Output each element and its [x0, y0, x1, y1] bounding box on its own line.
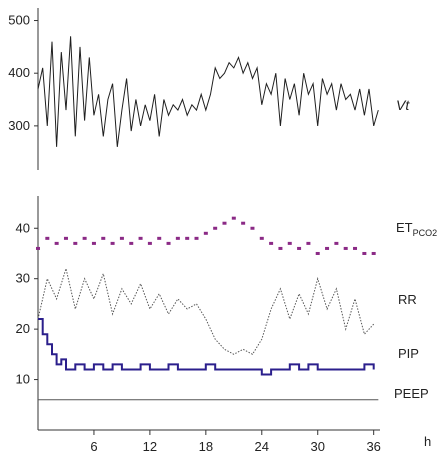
resp-x-ticks: 6 12 18 24 30 36 [90, 430, 381, 453]
etco2-point [110, 241, 115, 245]
x-tick-label: 24 [255, 439, 269, 453]
etco2-point [297, 246, 302, 250]
etco2-label-main: ET [396, 220, 413, 235]
vt-y-tick-label: 500 [8, 13, 30, 28]
resp-y-tick-label: 30 [16, 271, 30, 286]
etco2-point [36, 246, 40, 250]
etco2-point [147, 241, 152, 245]
etco2-point [325, 246, 330, 250]
vt-panel: 300 400 500 Vt [8, 8, 410, 170]
rr-series-line [37, 266, 375, 355]
x-tick-label: 18 [199, 439, 213, 453]
etco2-point [63, 236, 68, 240]
etco2-point [138, 236, 143, 240]
etco2-series-points [36, 216, 376, 255]
vt-series-line [37, 36, 379, 147]
pip-series-label: PIP [398, 346, 419, 361]
resp-y-ticks: 10 20 30 40 [16, 220, 38, 387]
etco2-point [157, 236, 162, 240]
etco2-point [82, 236, 87, 240]
etco2-point [334, 241, 339, 245]
resp-y-tick-label: 20 [16, 321, 30, 336]
x-axis-label: h [424, 434, 431, 449]
vt-y-ticks: 300 400 500 [8, 13, 38, 133]
etco2-point [287, 241, 292, 245]
etco2-point [119, 236, 124, 240]
etco2-point [129, 241, 134, 245]
etco2-point [194, 236, 199, 240]
etco2-label-sub: PCO2 [413, 228, 438, 238]
etco2-point [241, 221, 246, 225]
etco2-point [45, 236, 50, 240]
x-tick-label: 6 [90, 439, 97, 453]
etco2-series-label: ETPCO2 [396, 220, 437, 238]
etco2-point [278, 246, 283, 250]
resp-panel: 10 20 30 40 6 12 18 24 30 36 h ETPCO2 RR PIP PEE… [16, 196, 437, 453]
x-tick-label: 12 [143, 439, 157, 453]
etco2-point [306, 241, 311, 245]
etco2-point [362, 251, 367, 255]
peep-series-label: PEEP [394, 386, 429, 401]
etco2-point [175, 236, 180, 240]
etco2-point [250, 226, 255, 230]
vt-y-tick-label: 400 [8, 65, 30, 80]
etco2-point [213, 226, 218, 230]
etco2-point [101, 236, 106, 240]
vt-series-label: Vt [396, 97, 410, 113]
etco2-point [222, 221, 227, 225]
etco2-point [259, 236, 264, 240]
etco2-point [231, 216, 236, 220]
etco2-point [73, 241, 78, 245]
x-tick-label: 36 [366, 439, 380, 453]
etco2-point [54, 241, 59, 245]
etco2-point [371, 251, 376, 255]
etco2-point [91, 241, 96, 245]
etco2-point [185, 236, 190, 240]
etco2-point [353, 246, 358, 250]
x-tick-label: 30 [310, 439, 324, 453]
rr-series-label: RR [398, 292, 417, 307]
resp-y-tick-label: 10 [16, 372, 30, 387]
etco2-point [315, 251, 320, 255]
etco2-point [269, 241, 274, 245]
etco2-point [166, 241, 171, 245]
etco2-point [203, 231, 208, 235]
resp-y-tick-label: 40 [16, 220, 30, 235]
etco2-point [343, 246, 348, 250]
pip-series-line [38, 318, 375, 376]
vt-y-tick-label: 300 [8, 118, 30, 133]
